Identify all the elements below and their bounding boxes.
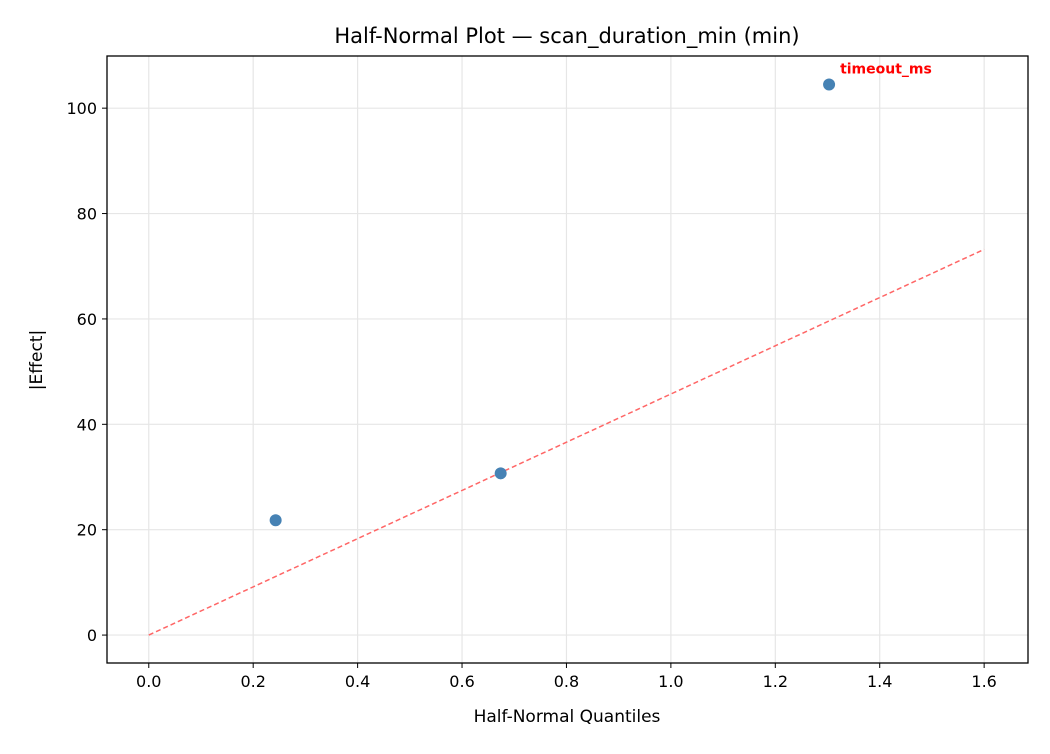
data-point [494, 467, 507, 480]
y-axis-label: |Effect| [27, 330, 47, 390]
y-tick-label: 20 [77, 521, 97, 540]
x-tick-label: 0.2 [240, 672, 265, 691]
x-tick-label: 0.0 [136, 672, 161, 691]
y-ticks: 0 20 40 60 80 100 [66, 99, 107, 645]
x-tick-label: 1.2 [763, 672, 788, 691]
y-tick-label: 80 [77, 205, 97, 224]
reference-line-group [148, 248, 985, 636]
x-tick-label: 1.4 [867, 672, 892, 691]
x-tick-label: 1.6 [971, 672, 996, 691]
x-tick-label: 1.0 [658, 672, 683, 691]
y-tick-label: 60 [77, 310, 97, 329]
plot-frame [106, 55, 1029, 664]
y-tick-label: 40 [77, 415, 97, 434]
chart-title: Half-Normal Plot — scan_duration_min (mi… [334, 24, 799, 49]
data-point [823, 78, 836, 91]
data-point [269, 514, 282, 527]
x-tick-label: 0.8 [554, 672, 579, 691]
reference-line [148, 248, 985, 636]
y-tick-label: 0 [87, 626, 97, 645]
grid [107, 56, 1028, 663]
x-axis-label: Half-Normal Quantiles [474, 707, 661, 727]
x-tick-label: 0.6 [449, 672, 474, 691]
x-ticks: 0.0 0.2 0.4 0.6 0.8 1.0 1.2 1.4 1.6 [136, 663, 997, 691]
point-annotation: timeout_ms [840, 61, 932, 77]
x-tick-label: 0.4 [345, 672, 370, 691]
points-group: timeout_ms [269, 61, 932, 527]
y-tick-label: 100 [66, 99, 97, 118]
